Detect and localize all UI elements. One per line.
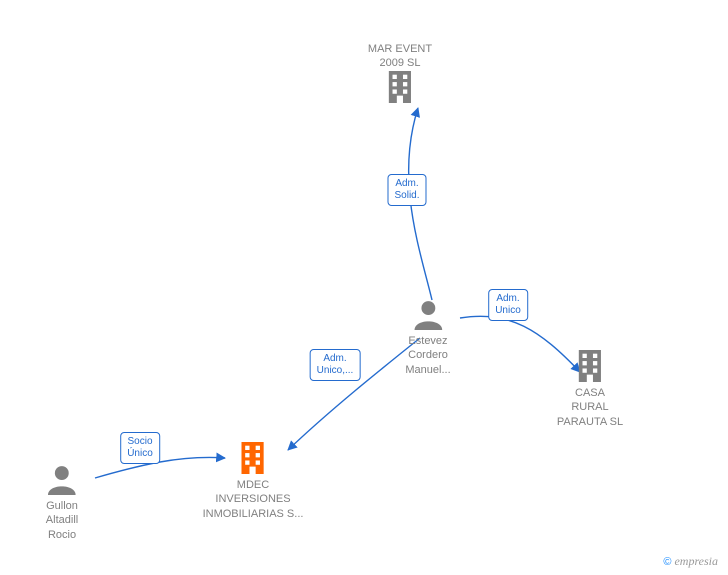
building-icon [238, 442, 268, 474]
node-label: CASA RURAL PARAUTA SL [557, 386, 623, 429]
building-icon [575, 350, 605, 382]
person-icon [48, 465, 76, 495]
footer-brand: © empresia [663, 554, 718, 569]
building-icon [385, 71, 415, 103]
edge-label-adm-unico-2: Adm. Unico,... [310, 349, 361, 381]
copyright-symbol: © [663, 556, 671, 568]
node-label: Estevez Cordero Manuel... [405, 334, 450, 377]
brand-name: empresia [674, 554, 718, 568]
node-mar-event[interactable]: MAR EVENT 2009 SL [368, 38, 432, 103]
node-gullon[interactable]: Gullon Altadill Rocio [46, 465, 78, 542]
node-mdec[interactable]: MDEC INVERSIONES INMOBILIARIAS S... [203, 442, 304, 521]
node-estevez[interactable]: Estevez Cordero Manuel... [405, 300, 450, 377]
node-casa-rural[interactable]: CASA RURAL PARAUTA SL [557, 350, 623, 429]
node-label: MDEC INVERSIONES INMOBILIARIAS S... [203, 478, 304, 521]
node-label: Gullon Altadill Rocio [46, 499, 78, 542]
edges-layer [0, 0, 728, 575]
edge-label-adm-solid: Adm. Solid. [387, 174, 426, 206]
node-label: MAR EVENT 2009 SL [368, 42, 432, 71]
edge-label-adm-unico-1: Adm. Unico [488, 289, 528, 321]
edge-label-socio-unico: Socio Único [120, 432, 160, 464]
person-icon [414, 300, 442, 330]
